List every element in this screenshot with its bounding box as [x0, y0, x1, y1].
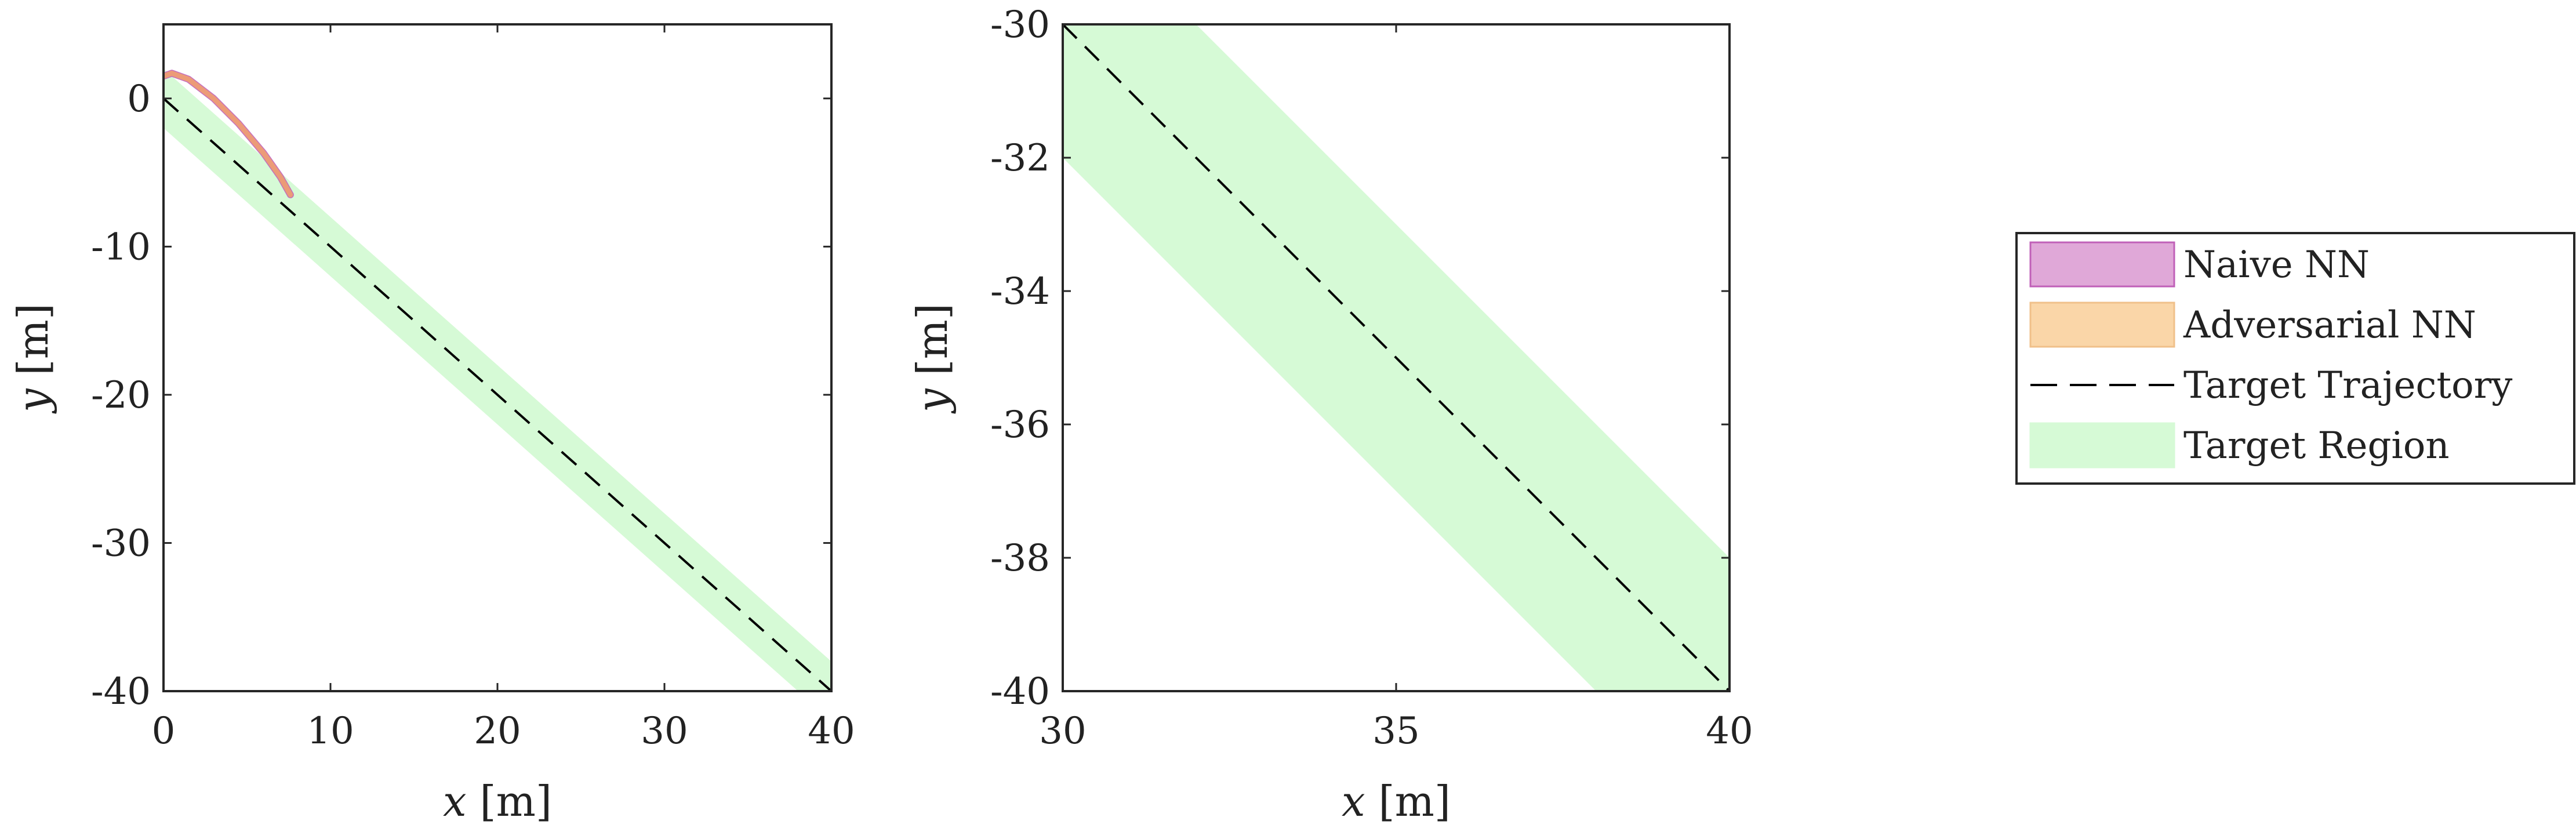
x-tick-label: 20 [474, 710, 521, 753]
y-tick-label: -40 [990, 670, 1050, 713]
y-tick-label: -38 [990, 537, 1050, 580]
legend-swatch-naive-nn [2029, 241, 2175, 288]
legend-label-target-region: Target Region [2183, 424, 2450, 467]
legend-swatch-target-region [2029, 422, 2175, 468]
x-axis-label-var: x [1342, 777, 1379, 826]
x-tick-label: 40 [808, 710, 855, 753]
y-tick-label: -32 [990, 137, 1050, 180]
chart-right: 30 35 40-30-32-34-36-38-40x [m]y [m] [908, 3, 1753, 826]
legend-swatch-adversarial-nn [2029, 302, 2175, 348]
x-tick-label: 0 [152, 710, 176, 753]
x-tick-label: 30 [1039, 710, 1086, 753]
legend: Naive NN Adversarial NN Target Trajectory T… [2015, 232, 2575, 485]
x-axis-label: x [m] [1342, 777, 1451, 826]
target-region-band [164, 68, 831, 691]
y-axis-label: y [m] [908, 303, 957, 414]
x-tick-label: 30 [641, 710, 688, 753]
y-tick-label: 0 [127, 78, 151, 121]
legend-label-adversarial-nn: Adversarial NN [2183, 304, 2476, 347]
x-tick-label: 10 [307, 710, 354, 753]
x-axis-label-unit: [m] [480, 777, 552, 826]
y-axis-label-unit: [m] [9, 303, 57, 375]
legend-label-naive-nn: Naive NN [2183, 244, 2370, 286]
y-tick-label: -36 [990, 404, 1050, 446]
x-tick-label: 40 [1706, 710, 1753, 753]
chart-left: 0 10 20 30 400-10-20-30-40x [m]y [m] [9, 23, 855, 826]
adversarial-nn-trajectory [164, 70, 293, 198]
y-tick-label: -40 [91, 670, 151, 713]
y-tick-label: -10 [91, 226, 151, 268]
x-tick-label: 35 [1372, 710, 1419, 753]
legend-label-target-trajectory: Target Trajectory [2183, 364, 2512, 407]
plot-area [164, 68, 831, 691]
target-trajectory-line [1063, 24, 1730, 691]
y-tick-label: -20 [91, 374, 151, 417]
y-axis-label: y [m] [9, 303, 57, 414]
y-tick-label: -34 [990, 270, 1050, 313]
y-tick-label: -30 [990, 3, 1050, 46]
x-axis-label: x [m] [443, 777, 552, 826]
y-axis-label-var: y [908, 375, 957, 414]
y-tick-label: -30 [91, 522, 151, 565]
x-axis-label-unit: [m] [1379, 777, 1451, 826]
y-axis-label-unit: [m] [908, 303, 957, 375]
plot-area [1063, 24, 1730, 691]
x-axis-label-var: x [443, 777, 480, 826]
y-axis-label-var: y [9, 375, 57, 414]
target-trajectory-line [164, 97, 831, 691]
